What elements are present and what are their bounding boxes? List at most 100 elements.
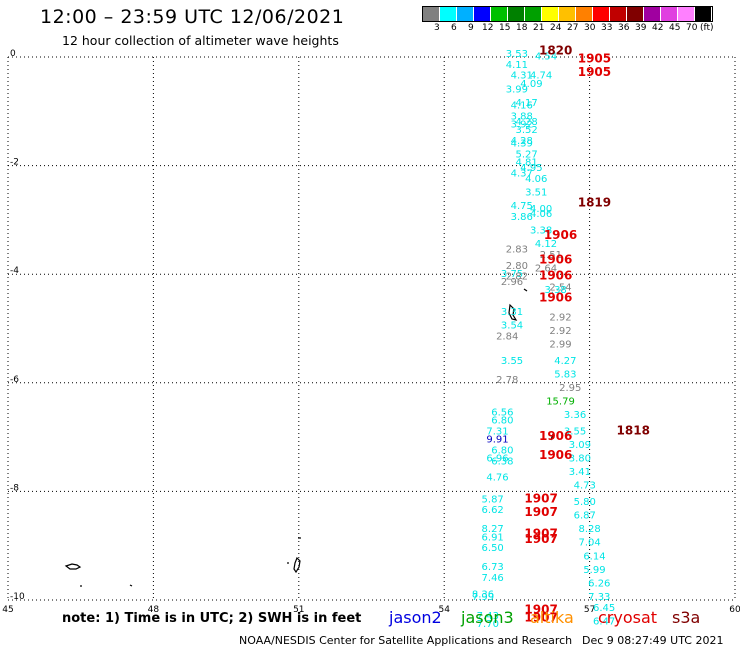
wave-height-label: 15.79 bbox=[546, 397, 575, 408]
wave-height-label: 6.50 bbox=[482, 543, 504, 554]
wave-height-label: 7.33 bbox=[588, 592, 610, 603]
wave-height-label: 7.99 bbox=[472, 592, 494, 603]
wave-height-label: 6.80 bbox=[491, 416, 513, 427]
wave-height-label: 3.86 bbox=[511, 212, 533, 223]
wave-height-label: 6.56 bbox=[491, 407, 513, 418]
legend-swatch bbox=[542, 7, 559, 21]
wave-height-label: 4.16 bbox=[511, 101, 533, 112]
wave-height-label: 2.95 bbox=[559, 383, 581, 394]
wave-height-label: 6.47 bbox=[593, 616, 615, 627]
legend-label: 18 bbox=[516, 23, 528, 33]
wave-height-label: 3.75 bbox=[501, 269, 523, 280]
legend-swatch bbox=[678, 7, 695, 21]
pass-time-label: 1905 bbox=[578, 51, 611, 65]
wave-height-label: 6.45 bbox=[593, 603, 615, 614]
legend-label: 42 bbox=[652, 23, 664, 33]
wave-height-label: 8.28 bbox=[578, 524, 600, 535]
wave-height-label: 3.09 bbox=[569, 440, 591, 451]
y-tick-label: 0 bbox=[10, 49, 16, 59]
wave-height-label: 8.36 bbox=[472, 589, 494, 600]
wave-height-label: 3.51 bbox=[525, 187, 547, 198]
wave-height-label: 2.92 bbox=[549, 312, 571, 323]
wave-height-label: 3.55 bbox=[501, 356, 523, 367]
x-tick-label: 48 bbox=[148, 605, 160, 615]
axis-labels: 45 48 51 54 57 60 0 -2 -4 -6 -8 -10 bbox=[2, 49, 740, 615]
pass-time-label: 1906 bbox=[539, 429, 572, 443]
legend-label: 36 bbox=[618, 23, 630, 33]
y-tick-label: -6 bbox=[10, 375, 19, 385]
wave-height-label: 4.09 bbox=[520, 79, 542, 90]
wave-height-label: 4.74 bbox=[530, 71, 552, 82]
wave-height-label: 2.80 bbox=[506, 261, 528, 272]
land-outline bbox=[293, 556, 301, 574]
pass-time-label: 1907 bbox=[524, 527, 557, 541]
legend-swatch bbox=[440, 7, 457, 21]
wave-height-label: 7.04 bbox=[578, 538, 600, 549]
wave-height-label: 2.54 bbox=[549, 282, 571, 293]
legend-label: 70 bbox=[686, 23, 698, 33]
pass-time-label: 1907 bbox=[524, 505, 557, 519]
legend-swatch bbox=[576, 7, 593, 21]
wave-height-label: 6.87 bbox=[574, 511, 596, 522]
wave-height-label: 4.76 bbox=[486, 473, 508, 484]
map-grid bbox=[7, 56, 736, 601]
wave-height-label: 4.39 bbox=[511, 139, 533, 150]
wave-height-label: 2.96 bbox=[501, 277, 523, 288]
pass-time-label: 1906 bbox=[539, 448, 572, 462]
legend-swatch bbox=[474, 7, 491, 21]
y-tick-label: -4 bbox=[10, 266, 19, 276]
wave-height-label: 2.84 bbox=[496, 331, 518, 342]
wave-height-label: 8.27 bbox=[482, 524, 504, 535]
wave-height-label: 4.12 bbox=[535, 239, 557, 250]
wave-height-label: 3.92 bbox=[511, 120, 533, 131]
wave-height-label: 6.80 bbox=[491, 445, 513, 456]
footer-credit: NOAA/NESDIS Center for Satellite Applica… bbox=[239, 634, 573, 647]
legend-label: 6 bbox=[451, 23, 457, 33]
wave-height-label: 3.31 bbox=[501, 307, 523, 318]
legend-label: 30 bbox=[584, 23, 596, 33]
wave-height-label: 4.95 bbox=[520, 163, 542, 174]
wave-height-label: 3.38 bbox=[545, 285, 567, 296]
wave-height-label: 3.36 bbox=[564, 410, 586, 421]
y-tick-label: -8 bbox=[10, 483, 19, 493]
wave-height-label: 2.51 bbox=[540, 250, 562, 261]
wave-height-label: 4.81 bbox=[515, 158, 537, 169]
legend-label: 15 bbox=[499, 23, 511, 33]
satellite-jason2: jason2 bbox=[389, 608, 442, 627]
wave-height-label: 2.99 bbox=[549, 340, 571, 351]
legend-swatch bbox=[491, 7, 508, 21]
x-tick-label: 51 bbox=[293, 605, 304, 615]
pass-time-label: 1906 bbox=[539, 269, 572, 283]
wave-height-label: 5.87 bbox=[482, 494, 504, 505]
wave-height-label: 4.73 bbox=[574, 481, 596, 492]
legend-swatch bbox=[457, 7, 474, 21]
wave-height-label: 7.31 bbox=[486, 426, 508, 437]
wave-height-label: 4.37 bbox=[511, 168, 533, 179]
satellite-altika: altika bbox=[530, 608, 574, 627]
wave-height-label: 2.83 bbox=[506, 244, 528, 255]
legend-swatch bbox=[525, 7, 542, 21]
wave-height-label: 4.75 bbox=[511, 201, 533, 212]
wave-height-label: 2.64 bbox=[535, 263, 557, 274]
wave-height-label: 6.26 bbox=[588, 578, 610, 589]
legend-swatch bbox=[559, 7, 576, 21]
wave-height-label: 5.99 bbox=[583, 565, 605, 576]
legend-swatch bbox=[423, 7, 440, 21]
wave-height-label: 4.00 bbox=[530, 204, 552, 215]
wave-height-label: 4.17 bbox=[515, 98, 537, 109]
wave-height-label: 7.46 bbox=[482, 573, 504, 584]
wave-height-label: 6.14 bbox=[583, 551, 605, 562]
wave-height-label: 9.91 bbox=[486, 435, 508, 446]
wave-height-label: 4.11 bbox=[506, 60, 528, 71]
pass-time-label: 1820 bbox=[539, 43, 572, 57]
wave-height-label: 5.80 bbox=[574, 497, 596, 508]
pass-time-label: 1819 bbox=[578, 195, 611, 209]
wave-height-label: 3.41 bbox=[569, 467, 591, 478]
land-outline bbox=[550, 433, 554, 441]
satellite-cryosat: cryosat bbox=[598, 608, 658, 627]
pass-time-label: 1906 bbox=[544, 228, 577, 242]
wave-height-label: 3.80 bbox=[569, 454, 591, 465]
wave-height-label: 6.91 bbox=[482, 532, 504, 543]
pass-time-label: 1818 bbox=[617, 423, 650, 437]
pass-time-label: 1907 bbox=[524, 603, 557, 617]
